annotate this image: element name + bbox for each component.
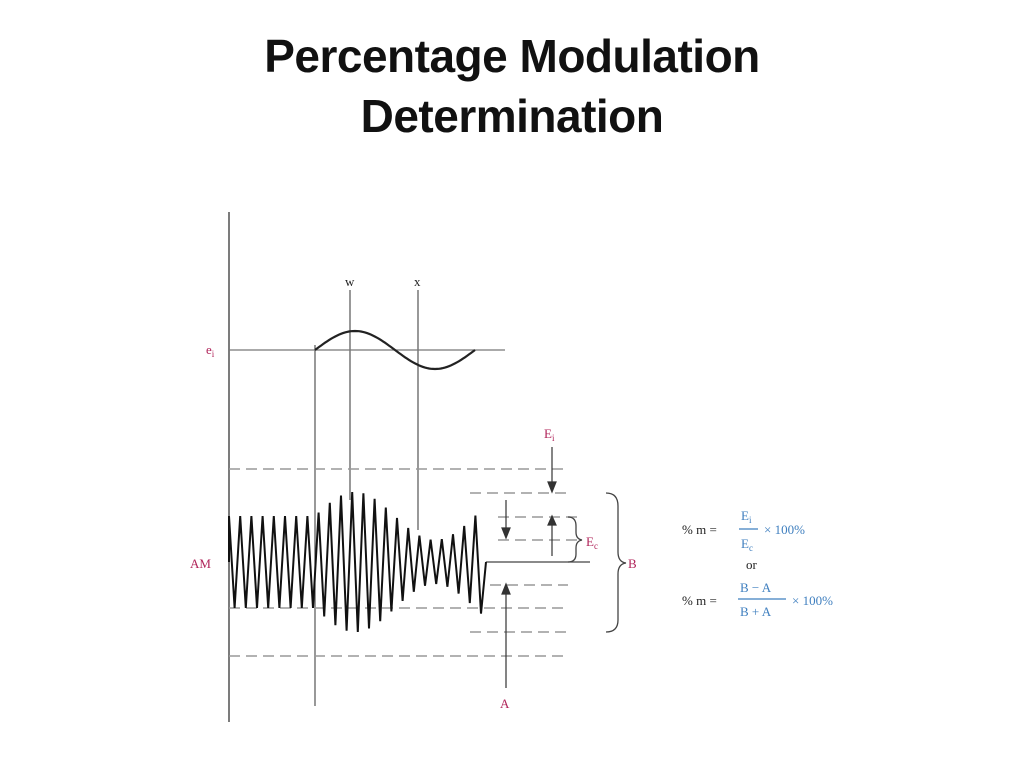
A-label: A: [500, 696, 510, 711]
ei-arrow-group: [501, 447, 557, 688]
ei-label: ei: [206, 342, 215, 359]
am-waveform: [228, 492, 487, 632]
formula-1-multiplier: × 100%: [764, 522, 805, 537]
B-label: B: [628, 556, 637, 571]
dashed-reference-lines: [229, 468, 578, 657]
ei-arrow-top-head: [547, 481, 557, 494]
ei-arrow-mid-up-head: [501, 527, 511, 540]
ec-arrow-head: [547, 514, 557, 526]
formula-1-denominator: Ec: [741, 536, 753, 553]
formula-2-numerator: B − A: [740, 580, 772, 595]
am-label: AM: [190, 556, 211, 571]
w-label: w: [345, 274, 355, 289]
x-label: x: [414, 274, 421, 289]
ec-brace: [567, 516, 583, 563]
formula-1-prefix: % m =: [682, 522, 717, 537]
Ec-label: Ec: [586, 534, 598, 551]
formula-2-denominator: B + A: [740, 604, 772, 619]
title-line-2: Determination: [360, 90, 664, 142]
intelligence-signal-wave: [314, 329, 476, 371]
slide-title: Percentage Modulation Determination: [0, 26, 1024, 146]
a-arrow-head: [501, 582, 511, 595]
formula-1-numerator: Ei: [741, 508, 752, 525]
b-brace: [605, 492, 627, 633]
formula-2-multiplier: × 100%: [792, 593, 833, 608]
formula-block: % m = Ei Ec × 100% or % m = B − A B + A …: [682, 508, 833, 619]
formula-2-prefix: % m =: [682, 593, 717, 608]
Ei-label: Ei: [544, 426, 555, 443]
title-line-1: Percentage Modulation: [264, 30, 760, 82]
formula-or: or: [746, 557, 758, 572]
